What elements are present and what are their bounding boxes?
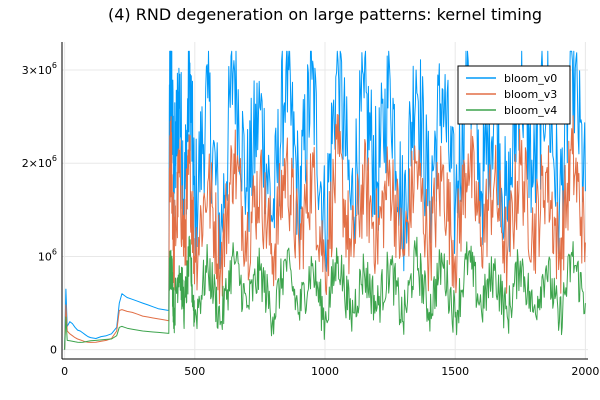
series-line-bloom_v3 <box>64 114 586 350</box>
legend-label-bloom_v0: bloom_v0 <box>504 72 557 85</box>
legend: bloom_v0 bloom_v3 bloom_v4 <box>457 65 571 125</box>
series-line-bloom_v4 <box>64 235 586 350</box>
legend-label-bloom_v3: bloom_v3 <box>504 88 557 101</box>
x-tick-label: 500 <box>184 365 205 378</box>
series-lines <box>64 50 586 350</box>
y-tick-label: 0 <box>50 344 57 357</box>
y-tick-label: 106 <box>38 247 57 263</box>
x-tick-label: 1000 <box>311 365 339 378</box>
axes <box>61 42 588 360</box>
y-tick-label: 3×106 <box>22 61 57 77</box>
x-tick-label: 1500 <box>441 365 469 378</box>
legend-label-bloom_v4: bloom_v4 <box>504 104 557 117</box>
chart-title: (4) RND degeneration on large patterns: … <box>108 5 542 24</box>
legend-box <box>457 65 571 125</box>
x-tick-label: 0 <box>61 365 68 378</box>
tick-labels: 0 500 1000 1500 2000 0 106 2×106 3×106 <box>22 61 600 378</box>
y-tick-label: 2×106 <box>22 154 57 170</box>
x-tick-label: 2000 <box>571 365 599 378</box>
series-line-bloom_v0 <box>64 50 586 350</box>
